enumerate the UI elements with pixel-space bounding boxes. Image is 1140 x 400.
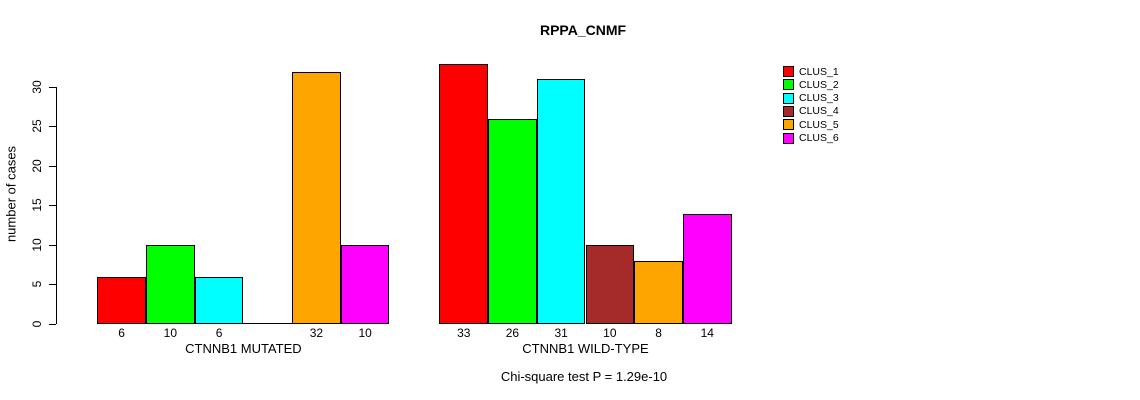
y-axis-tick (49, 205, 56, 207)
y-axis-tick (49, 86, 56, 88)
bar-CLUS_5 (292, 71, 341, 324)
legend-entry: CLUS_1 (783, 66, 839, 78)
x-axis-group-label: CTNNB1 MUTATED (185, 341, 302, 356)
bar-value-label: 32 (309, 326, 324, 340)
y-axis-tick-label: 20 (30, 159, 44, 173)
y-axis-tick (49, 165, 56, 167)
bar-CLUS_2 (146, 245, 195, 324)
legend-entry: CLUS_5 (783, 119, 839, 131)
legend-entry: CLUS_4 (783, 105, 839, 117)
bar-CLUS_2 (488, 118, 537, 324)
bar-value-label: 31 (554, 326, 568, 340)
x-axis-group-label: CTNNB1 WILD-TYPE (522, 341, 649, 356)
bar-value-label: 10 (358, 326, 372, 340)
chi-square-annotation: Chi-square test P = 1.29e-10 (500, 369, 668, 384)
y-axis-tick-label: 5 (30, 280, 44, 288)
bar-CLUS_1 (439, 63, 489, 324)
legend-color-swatch (783, 79, 794, 91)
legend-label: CLUS_2 (799, 78, 839, 91)
bar-CLUS_6 (340, 245, 390, 324)
bar-value-label: 10 (603, 326, 617, 340)
y-axis-tick-label: 25 (30, 119, 44, 133)
bar-value-label: 14 (700, 326, 714, 340)
legend-color-swatch (783, 66, 794, 77)
legend-color-swatch (783, 92, 794, 104)
chart-title: RPPA_CNMF (539, 22, 627, 38)
bar-CLUS_4 (585, 245, 635, 324)
y-axis-tick-label: 30 (30, 80, 44, 94)
y-axis-tick-label: 0 (30, 320, 44, 327)
legend-label: CLUS_3 (799, 92, 839, 105)
y-axis-title: number of cases (3, 145, 19, 243)
legend-label: CLUS_5 (799, 118, 839, 131)
legend-entry: CLUS_6 (783, 132, 839, 144)
bar-value-label: 8 (655, 326, 662, 340)
y-axis-tick-label: 10 (30, 237, 44, 252)
bar-value-label: 26 (505, 326, 520, 340)
bar-value-label: 10 (163, 326, 178, 340)
legend-label: CLUS_1 (799, 65, 839, 78)
legend-label: CLUS_6 (799, 132, 839, 144)
y-axis-tick-label: 15 (30, 198, 44, 212)
legend-color-swatch (783, 132, 794, 144)
y-axis-tick (49, 244, 56, 246)
y-axis-tick (49, 284, 56, 286)
legend-label: CLUS_4 (799, 105, 839, 118)
bar-value-label: 6 (215, 326, 223, 340)
bar-value-label: 6 (118, 326, 125, 340)
bar-CLUS_1 (97, 276, 146, 324)
legend-color-swatch (783, 105, 794, 117)
bar-CLUS_6 (682, 213, 732, 324)
zero-bar-CLUS_4 (243, 323, 293, 324)
bar-value-label: 33 (457, 326, 471, 340)
y-axis-line (56, 87, 57, 324)
legend-color-swatch (783, 119, 794, 131)
legend-entry: CLUS_3 (783, 92, 839, 104)
legend-entry: CLUS_2 (783, 79, 839, 91)
bar-CLUS_3 (194, 276, 244, 324)
y-axis-tick (49, 323, 56, 325)
bar-CLUS_3 (536, 79, 586, 324)
bar-CLUS_5 (634, 260, 683, 324)
y-axis-tick (49, 126, 56, 128)
